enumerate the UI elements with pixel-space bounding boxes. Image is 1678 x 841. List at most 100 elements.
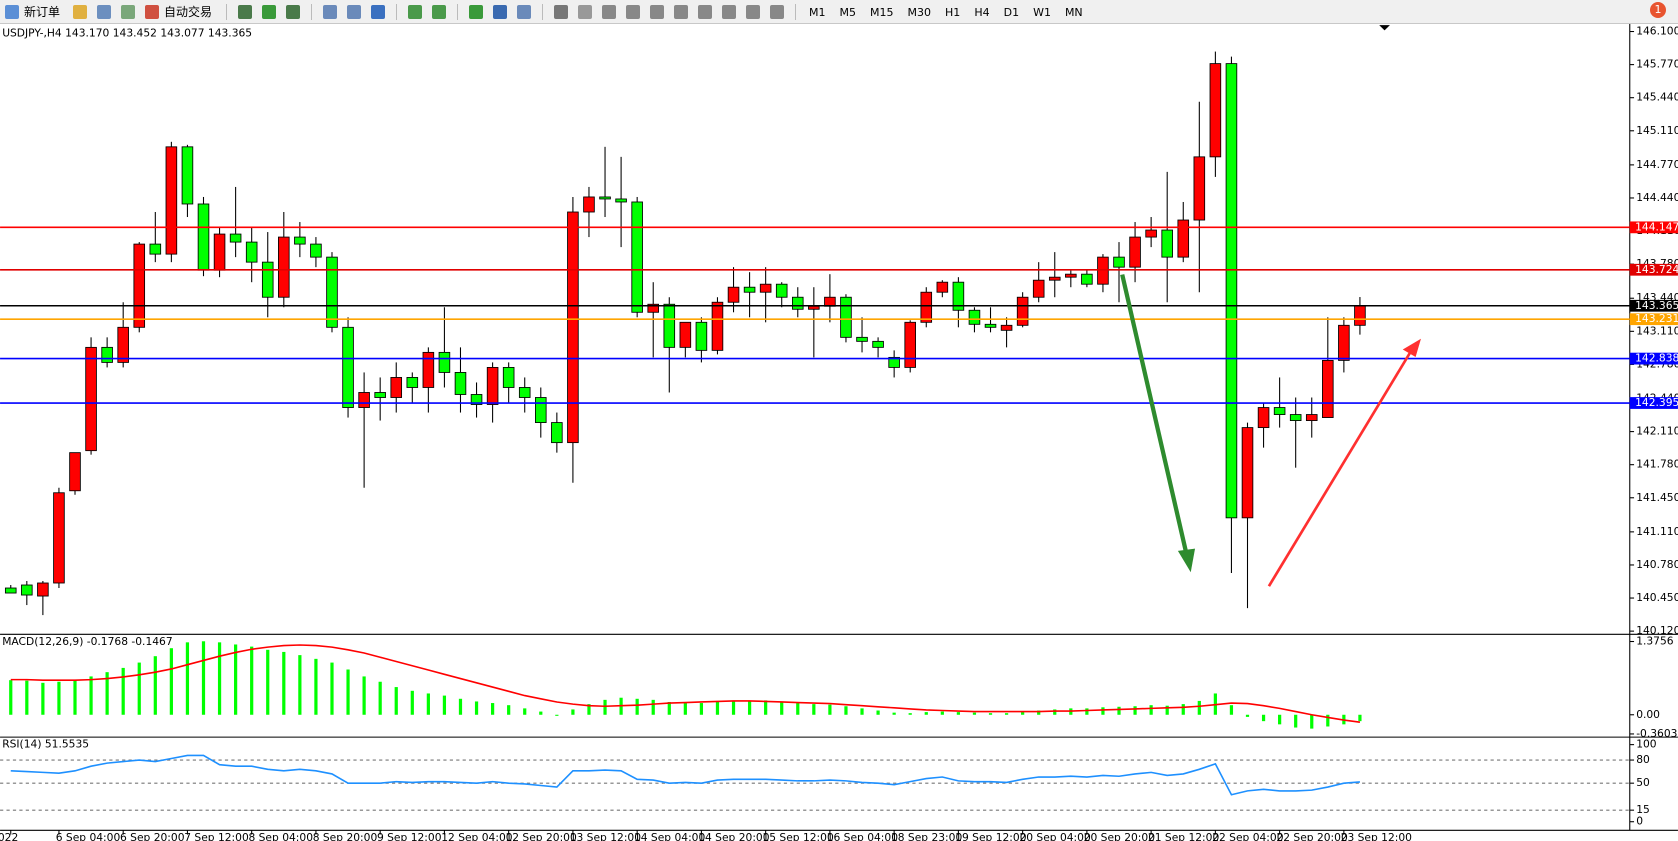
candle-body — [952, 281, 965, 311]
macd-bar — [105, 672, 109, 715]
y-tick-label: 140.780 — [1636, 558, 1678, 571]
timeframe-button[interactable]: W1 — [1033, 5, 1051, 19]
icon[interactable] — [408, 4, 423, 19]
icon[interactable] — [432, 4, 447, 19]
label-tool[interactable] — [746, 4, 761, 19]
macd-bar — [667, 701, 671, 715]
x-tick-label: 15 Sep 12:00 — [762, 831, 834, 841]
crosshair[interactable] — [578, 4, 593, 19]
macd-bar — [844, 706, 848, 715]
candle-body — [663, 303, 676, 348]
drawn-arrows — [1120, 274, 1421, 587]
macd-bar — [1037, 710, 1041, 715]
auto-trading-icon[interactable] — [145, 4, 160, 19]
candle-body — [1257, 407, 1270, 429]
fibonacci[interactable] — [698, 4, 713, 19]
zoom-out[interactable] — [347, 4, 362, 19]
timeframe-button[interactable]: M30 — [907, 5, 932, 19]
macd-bar — [1165, 705, 1169, 715]
x-tick-label: 21 Sep 12:00 — [1148, 831, 1220, 841]
x-tick-label: 20 Sep 20:00 — [1084, 831, 1156, 841]
x-tick-label: 20 Sep 04:00 — [1019, 831, 1091, 841]
y-tick-label: 140.450 — [1636, 591, 1678, 604]
icon[interactable] — [238, 4, 253, 19]
horizontal-line[interactable] — [626, 4, 641, 19]
candle-body — [502, 366, 515, 388]
templates[interactable] — [517, 4, 532, 19]
icon[interactable] — [73, 4, 88, 19]
x-tick-label: 14 Sep 20:00 — [698, 831, 770, 841]
candle-body — [278, 236, 290, 298]
macd-bar — [25, 680, 29, 715]
candle-body — [518, 387, 531, 398]
macd-bar — [507, 705, 511, 715]
signal-line — [10, 644, 1361, 724]
macd-bar — [1117, 706, 1121, 715]
cursor[interactable] — [554, 4, 569, 19]
y-tick-label: 0 — [1636, 815, 1643, 828]
macd-bar — [490, 703, 495, 715]
timeframe-button[interactable]: D1 — [1003, 5, 1020, 19]
separator — [457, 3, 459, 20]
x-tick-label: 8 Sep 20:00 — [313, 831, 378, 841]
timeframe-button[interactable]: H1 — [945, 5, 961, 19]
y-tick-label: 144.770 — [1636, 158, 1678, 171]
macd-bar — [378, 681, 382, 715]
candle-body — [1193, 156, 1206, 221]
macd-bar — [57, 681, 61, 715]
timeframe-button[interactable]: MN — [1064, 5, 1083, 19]
icon[interactable] — [121, 4, 136, 19]
timeframe-button[interactable]: M5 — [839, 5, 857, 19]
icon[interactable] — [286, 4, 301, 19]
candle-body — [1354, 305, 1366, 326]
macd-bar — [1245, 714, 1250, 717]
candle-body — [197, 203, 210, 271]
macd-bar — [1310, 714, 1314, 729]
candle-body — [551, 422, 563, 444]
tile[interactable] — [371, 4, 386, 19]
notification-badge[interactable]: 1 — [1650, 2, 1666, 18]
timeframes: M1 M5 M15 M30 H1 H4 D1 W1 MN — [802, 5, 1090, 19]
macd-bar — [474, 701, 479, 715]
x-tick-label: 19 Sep 12:00 — [955, 831, 1027, 841]
icon[interactable] — [262, 4, 277, 19]
indicators[interactable] — [469, 4, 484, 19]
zoom-in[interactable] — [323, 4, 338, 19]
marks: 146.100 145.770 145.440 145.110 144.770 144.4… — [0, 25, 1678, 841]
vertical-line[interactable] — [602, 4, 617, 19]
green-arrow — [1120, 274, 1189, 555]
text-tool[interactable] — [722, 4, 737, 19]
x-tick-label: 8 Sep 04:00 — [248, 831, 313, 841]
candle-body — [4, 587, 17, 594]
macd-bar — [346, 669, 350, 715]
y-tick-label: 146.100 — [1636, 25, 1678, 38]
candle-body — [808, 305, 820, 310]
candle-body — [1145, 229, 1157, 238]
timeframe-button[interactable]: H4 — [974, 5, 990, 19]
chart-title: USDJPY-,H4 143.170 143.452 143.077 143.3… — [2, 27, 252, 40]
level-tag-label: 144.147 — [1635, 220, 1678, 233]
timeframe-button[interactable]: M15 — [870, 5, 894, 19]
periods[interactable] — [493, 4, 508, 19]
trendline[interactable] — [650, 4, 665, 19]
candle-body — [374, 392, 386, 398]
arrows-tool[interactable] — [770, 4, 785, 19]
auto-trading-button[interactable]: 自动交易 — [164, 5, 213, 19]
candle-body — [888, 356, 900, 368]
macd-bar — [458, 698, 463, 715]
macd-bar — [169, 648, 173, 715]
macd-bar — [314, 658, 318, 715]
new-order-button[interactable]: 新订单 — [24, 5, 61, 19]
candle-body — [872, 340, 884, 348]
channel[interactable] — [674, 4, 689, 19]
macd-bar — [731, 700, 736, 715]
icon[interactable] — [97, 4, 112, 19]
macd-bar — [1261, 714, 1266, 722]
timeframe-button[interactable]: M1 — [809, 5, 826, 19]
candle-body — [1177, 219, 1190, 258]
new-order-icon[interactable] — [5, 4, 19, 19]
candle-body — [358, 392, 370, 408]
candle-body — [743, 286, 756, 293]
candle-body — [117, 326, 129, 363]
